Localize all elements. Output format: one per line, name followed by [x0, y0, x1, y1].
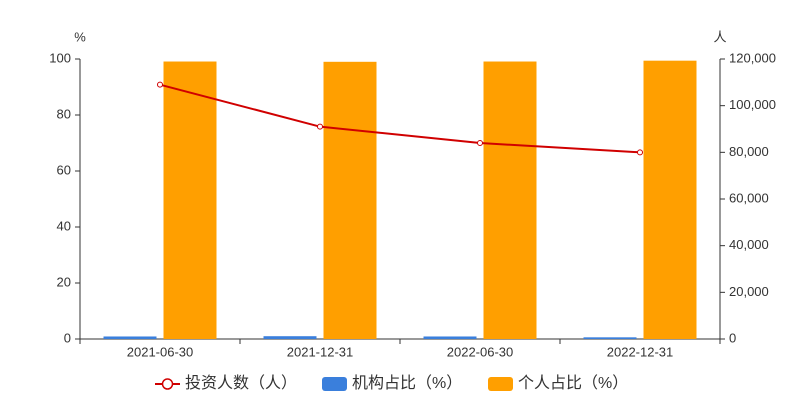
legend-swatch: [322, 377, 347, 391]
legend-label: 个人占比（%）: [518, 374, 628, 392]
y2-tick-label: 40,000: [729, 237, 769, 252]
bar: [583, 337, 637, 339]
bar: [263, 336, 317, 339]
y-axis-unit: %: [74, 29, 86, 44]
y2-tick-label: 0: [729, 330, 736, 345]
y-tick-label: 80: [57, 106, 71, 121]
bar: [423, 336, 477, 339]
y2-axis-unit: 人: [713, 29, 726, 44]
line-point: [637, 149, 643, 156]
y-tick-label: 60: [57, 162, 71, 177]
line-point: [157, 81, 163, 88]
legend-label: 机构占比（%）: [352, 374, 462, 392]
y-tick-label: 40: [57, 218, 71, 233]
y2-tick-label: 60,000: [729, 190, 769, 205]
y2-tick-label: 100,000: [729, 97, 776, 112]
y2-tick-label: 80,000: [729, 144, 769, 159]
legend-swatch: [488, 377, 513, 391]
y2-tick-label: 120,000: [729, 50, 776, 65]
y-tick-label: 20: [57, 274, 71, 289]
x-tick-label: 2022-12-31: [607, 344, 674, 359]
bar: [163, 61, 217, 340]
y2-tick-label: 20,000: [729, 284, 769, 299]
bar: [483, 61, 537, 340]
bar: [103, 336, 157, 339]
line-point: [477, 140, 483, 146]
legend-marker: [161, 378, 174, 390]
bar: [643, 60, 697, 340]
line-point: [317, 123, 323, 130]
y-tick-label: 0: [64, 330, 71, 345]
legend-label: 投资人数（人）: [185, 374, 297, 392]
x-tick-label: 2021-12-31: [287, 344, 354, 359]
line: [159, 83, 641, 154]
x-tick-label: 2021-06-30: [127, 344, 194, 359]
x-tick-label: 2022-06-30: [447, 344, 514, 359]
bar: [323, 61, 377, 340]
y-tick-label: 100: [49, 50, 71, 65]
